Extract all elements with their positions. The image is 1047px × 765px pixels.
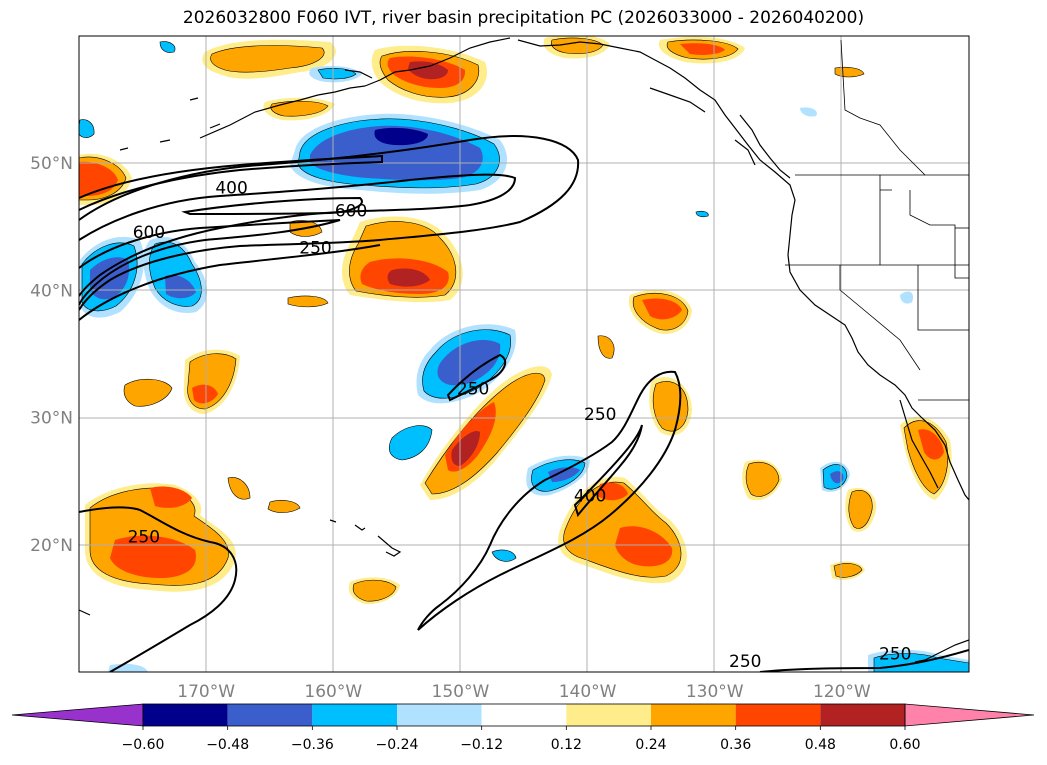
map-gridlines <box>79 36 969 672</box>
colorbar-tick-label: −0.24 <box>376 737 419 753</box>
coastlines <box>79 37 969 663</box>
colorbar-tick-label: 0.24 <box>635 737 666 753</box>
negative-anomaly-35n <box>389 324 516 461</box>
colorbar-segment <box>566 704 651 726</box>
positive-anomaly-gulf-alaska <box>202 36 865 121</box>
colorbar-segment <box>227 704 313 726</box>
longitude-tick-labels: 170°W 160°W 150°W 140°W 130°W 120°W <box>177 682 871 702</box>
colorbar-tick-label: 0.60 <box>889 737 920 753</box>
colorbar-segment <box>735 704 821 726</box>
negative-anomaly-north-pacific <box>79 41 508 194</box>
ivt-contour-label: 600 <box>335 202 367 222</box>
colorbar-tick-label: −0.36 <box>291 737 334 753</box>
ivt-contour-label: 250 <box>584 405 616 425</box>
colorbar-tick-label: 0.48 <box>805 737 836 753</box>
lon-tick-label: 130°W <box>686 682 744 702</box>
lat-tick-label: 40°N <box>30 281 73 301</box>
ivt-contour-label: 250 <box>457 380 489 400</box>
colorbar: −0.60 −0.48 −0.36 −0.24 −0.12 0.12 0.24 0.36 0.4… <box>11 703 1035 753</box>
colorbar-extend-low <box>11 703 144 727</box>
lat-tick-label: 50°N <box>30 154 73 174</box>
ivt-contour-label: 250 <box>879 644 911 664</box>
political-borders <box>785 39 969 401</box>
lon-tick-label: 120°W <box>813 682 871 702</box>
colorbar-segment <box>143 704 228 726</box>
ivt-contour-label: 400 <box>574 487 606 507</box>
colorbar-segment <box>312 704 397 726</box>
colorbar-frame <box>142 703 906 727</box>
colorbar-tick-label: −0.60 <box>122 737 165 753</box>
ivt-contour-label: 250 <box>729 652 761 672</box>
positive-anomaly-west-50n <box>79 153 132 205</box>
precip-anomaly-shading <box>79 36 969 672</box>
colorbar-segment <box>820 704 905 726</box>
lon-tick-label: 170°W <box>177 682 235 702</box>
ivt-contour-label: 250 <box>299 239 331 259</box>
lat-tick-label: 20°N <box>30 536 73 556</box>
positive-anomaly-central-20n <box>526 455 687 584</box>
positive-anomaly-southwest-20n <box>85 477 400 605</box>
map-frame <box>78 35 970 673</box>
positive-anomaly-subtropical-band <box>123 349 552 500</box>
colorbar-tick-label: −0.48 <box>206 737 249 753</box>
ivt-contour-label: 600 <box>133 223 165 243</box>
colorbar-extend-high <box>904 703 1035 727</box>
lat-tick-label: 30°N <box>30 409 73 429</box>
colorbar-segment <box>651 704 736 726</box>
colorbar-segment <box>397 704 482 726</box>
ivt-contours <box>79 135 969 672</box>
lon-tick-label: 140°W <box>559 682 617 702</box>
colorbar-segment <box>481 704 567 726</box>
ivt-contour-label: 400 <box>215 179 247 199</box>
lon-tick-label: 160°W <box>304 682 362 702</box>
ivt-contour-label: 250 <box>128 527 160 547</box>
lon-tick-label: 150°W <box>432 682 490 702</box>
colorbar-tick-label: 0.36 <box>720 737 751 753</box>
map-title: 2026032800 F060 IVT, river basin precipi… <box>182 8 865 28</box>
colorbar-tick-label: −0.12 <box>460 737 503 753</box>
latitude-tick-labels: 50°N 40°N 30°N 20°N <box>30 154 73 556</box>
colorbar-tick-label: 0.12 <box>551 737 582 753</box>
